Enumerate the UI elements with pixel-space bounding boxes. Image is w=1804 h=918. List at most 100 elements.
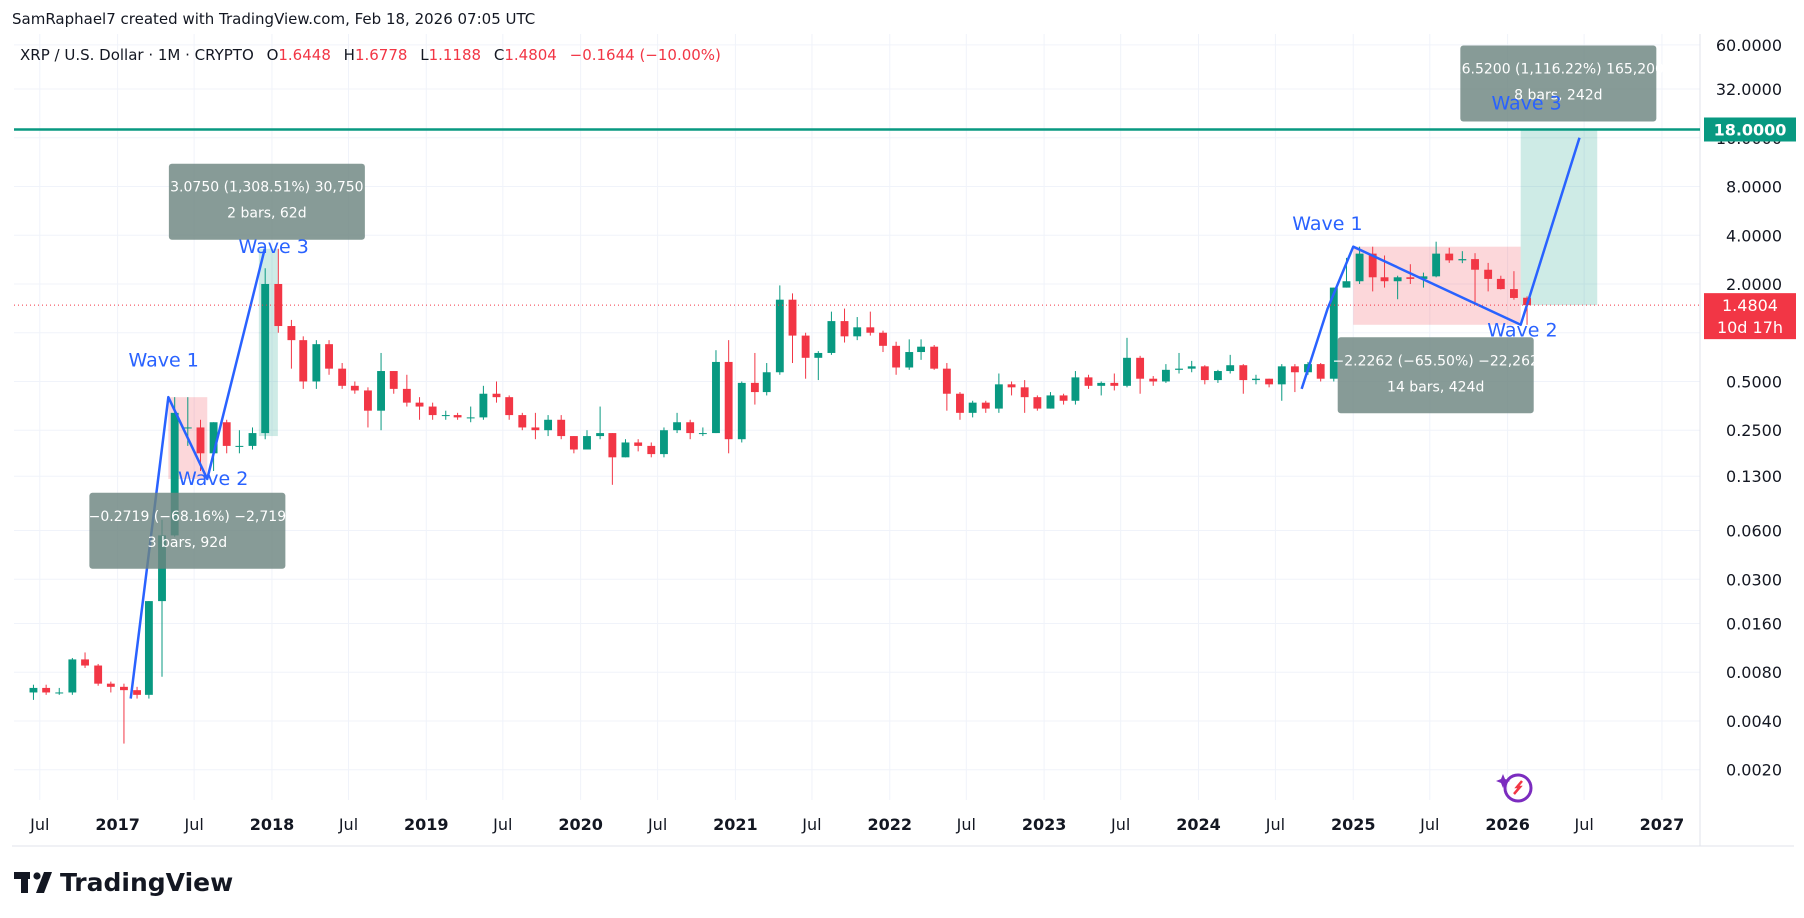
candle-body	[801, 335, 810, 358]
candle	[1161, 364, 1170, 383]
candle-body	[1380, 277, 1389, 282]
tradingview-logo[interactable]: TradingView	[14, 868, 233, 897]
candle-body	[968, 402, 977, 413]
candle	[1226, 354, 1235, 374]
candle-body	[942, 368, 951, 394]
candle-body	[647, 445, 656, 455]
open-value: 1.6448	[278, 46, 331, 64]
candle-body	[222, 422, 231, 446]
price-tick-label: 0.0020	[1726, 761, 1782, 780]
candle-body	[621, 442, 630, 458]
candle	[1059, 393, 1068, 405]
measure-info-box: 3.0750 (1,308.51%) 30,750 2 bars, 62d	[168, 163, 365, 240]
candle	[673, 412, 681, 434]
candle-body	[1123, 357, 1131, 386]
candle-body	[1484, 269, 1493, 279]
price-tick-label: 0.0600	[1726, 522, 1782, 541]
candle	[1290, 364, 1299, 393]
price-axis[interactable]: 60.000032.000016.00008.00004.00002.00001…	[1716, 36, 1782, 780]
candle	[583, 430, 591, 450]
candle	[120, 683, 128, 744]
candle	[55, 687, 64, 695]
candle-body	[441, 415, 450, 417]
candle	[814, 351, 823, 381]
candle	[235, 430, 244, 454]
candle-body	[788, 299, 797, 336]
candle-body	[1432, 253, 1441, 277]
candle-body	[1213, 371, 1222, 381]
candle-body	[1355, 253, 1364, 282]
candle-body	[81, 659, 89, 666]
candle-body	[1290, 366, 1299, 373]
candle	[775, 285, 784, 375]
time-tick-label: 2020	[558, 815, 603, 834]
candle	[634, 439, 643, 452]
candle-body	[814, 352, 823, 358]
candle	[106, 681, 115, 693]
time-tick-label: 2022	[868, 815, 913, 834]
candle-body	[1136, 357, 1145, 379]
candle-body	[209, 422, 218, 454]
candle-body	[1149, 378, 1158, 382]
candle	[647, 442, 656, 458]
candle-body	[1471, 259, 1479, 270]
candle-body	[106, 683, 115, 687]
candle-body	[1097, 382, 1106, 386]
candle-body	[892, 345, 901, 368]
candle-body	[1046, 395, 1055, 409]
candle-body	[68, 659, 77, 693]
candle-body	[544, 419, 553, 431]
high-label: H	[344, 46, 355, 64]
candle	[866, 311, 875, 336]
wave-label: Wave 3	[239, 236, 309, 258]
candle	[1445, 247, 1454, 263]
current-price-tag: 1.4804 10d 17h	[1704, 293, 1796, 340]
candle	[596, 406, 605, 440]
candle	[942, 363, 951, 411]
candle-body	[879, 332, 887, 346]
candle-body	[415, 402, 424, 407]
candle-body	[235, 445, 244, 447]
candle	[248, 427, 257, 450]
legend-line: XRP / U.S. Dollar · 1M · CRYPTO O1.6448 …	[20, 46, 721, 64]
candle	[801, 332, 810, 379]
candle	[698, 427, 707, 437]
time-tick-label: 2017	[95, 815, 140, 834]
candle-body	[402, 388, 411, 403]
candle	[364, 387, 372, 428]
candle	[1187, 360, 1196, 373]
candle-body	[905, 352, 914, 368]
candle-body	[505, 397, 514, 416]
candle	[222, 419, 231, 454]
candle-body	[453, 415, 462, 418]
candle-body	[981, 402, 990, 409]
candle	[544, 415, 553, 437]
time-axis[interactable]: Jul 2017 Jul 2018 Jul 2019 Jul 2020 Jul 2021 Jul 20…	[29, 815, 1684, 834]
candle-body	[120, 686, 128, 691]
candle-body	[170, 412, 179, 536]
candle	[788, 293, 797, 364]
chart-grid	[12, 34, 1794, 847]
candle-body	[1342, 281, 1351, 288]
candle	[1471, 253, 1479, 305]
time-tick-label: 2019	[404, 815, 449, 834]
candle	[1393, 275, 1402, 300]
candle-body	[853, 327, 862, 337]
measure-info-line1: −2.2262 (−65.50%) −22,262	[1333, 353, 1539, 369]
candle	[1123, 337, 1131, 388]
candle	[453, 412, 462, 420]
candle-body	[364, 390, 372, 411]
low-value: 1.1188	[429, 46, 482, 64]
measure-info-box-bg	[168, 163, 365, 240]
candle-body	[686, 422, 695, 434]
candle-body	[248, 433, 257, 446]
candle	[479, 385, 488, 420]
wave-label: Wave 2	[178, 468, 248, 490]
candle-body	[196, 427, 205, 454]
measure-info-box-bg	[1460, 45, 1657, 122]
candle	[1007, 381, 1016, 396]
candle-body	[338, 368, 347, 386]
candle	[1213, 369, 1222, 383]
candle	[827, 311, 836, 355]
